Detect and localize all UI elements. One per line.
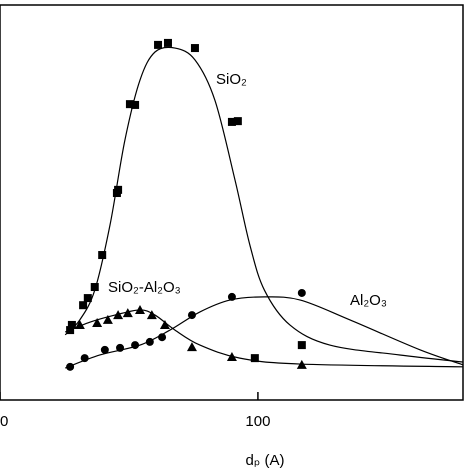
square-marker (67, 320, 76, 329)
plot-frame (0, 4, 464, 401)
triangle-marker (296, 359, 307, 369)
triangle-marker (113, 310, 124, 320)
triangle-marker (226, 351, 237, 361)
triangle-marker (92, 317, 103, 327)
square-marker (190, 44, 199, 53)
square-marker (233, 117, 242, 126)
square-marker (227, 117, 236, 126)
fit-curve (64, 46, 464, 363)
triangle-marker (102, 314, 113, 324)
square-marker (90, 283, 99, 292)
x-tick-label: 100 (245, 413, 270, 430)
triangle-marker (146, 310, 157, 320)
circle-marker (131, 341, 140, 350)
x-tick-label: 10 (0, 413, 8, 430)
series-label: Al₂O₃ (350, 292, 387, 309)
circle-marker (187, 311, 196, 320)
fit-curve (64, 309, 464, 368)
series-label: SiO₂ (216, 71, 247, 88)
fit-curve (65, 296, 464, 369)
square-marker (297, 341, 306, 350)
x-axis-label: dₚ (A) (246, 452, 285, 469)
square-marker (114, 185, 123, 194)
triangle-marker (186, 342, 197, 352)
square-marker (154, 40, 163, 49)
square-marker (131, 100, 140, 109)
square-marker (98, 251, 107, 260)
series-label: SiO₂-Al₂O₃ (108, 279, 181, 296)
square-marker (83, 294, 92, 303)
circle-marker (116, 343, 125, 352)
square-marker (79, 301, 88, 310)
square-marker (125, 100, 134, 109)
square-marker (163, 38, 172, 47)
triangle-marker (135, 304, 146, 314)
circle-marker (66, 362, 75, 371)
triangle-marker (122, 308, 133, 318)
triangle-marker (74, 319, 85, 329)
square-marker (250, 354, 259, 363)
circle-marker (227, 292, 236, 301)
circle-marker (297, 288, 306, 297)
circle-marker (100, 345, 109, 354)
circle-marker (145, 337, 154, 346)
circle-marker (158, 333, 167, 342)
triangle-marker (159, 319, 170, 329)
circle-marker (80, 354, 89, 363)
